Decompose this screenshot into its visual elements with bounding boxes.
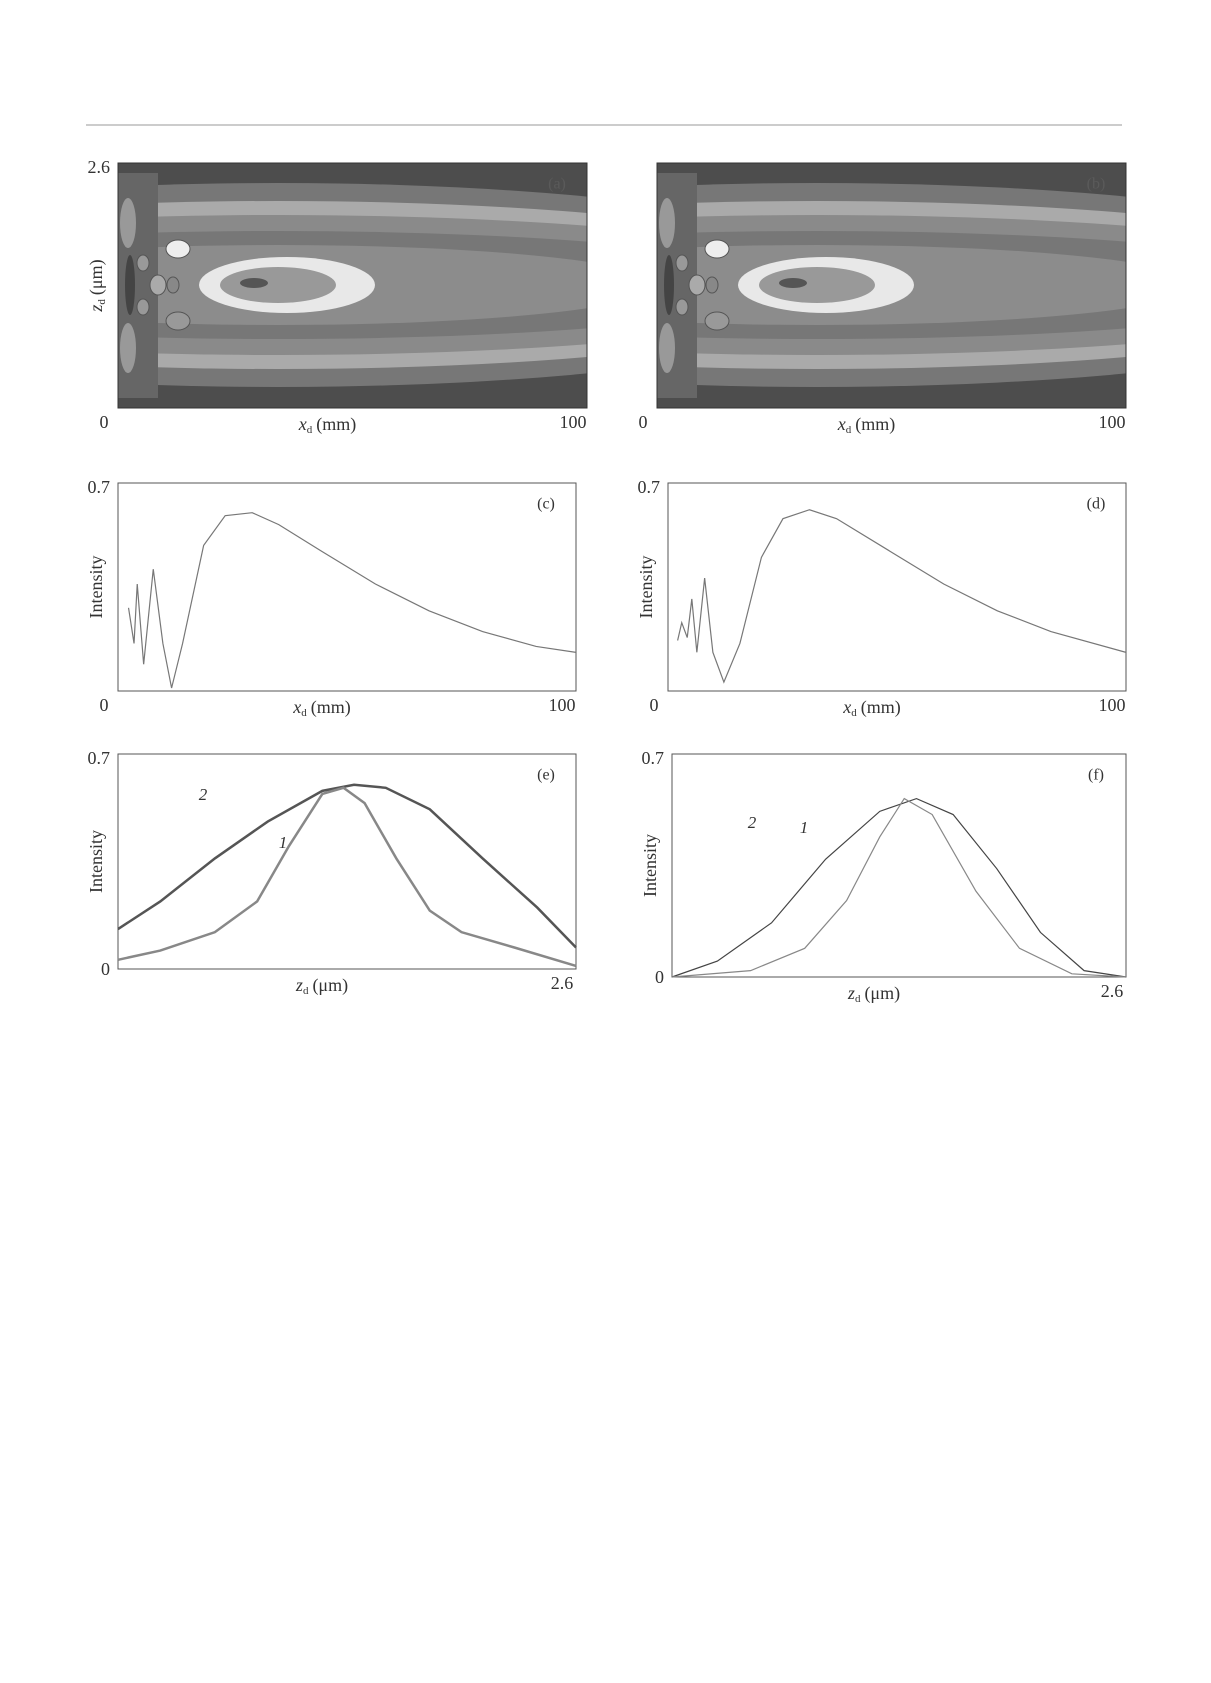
- plot-frame: [117, 753, 577, 970]
- series-label: 2: [199, 785, 208, 804]
- axis-label: Intensity: [86, 830, 106, 893]
- x-tick-label: 0: [100, 412, 109, 432]
- axis-label: zd(μm): [847, 983, 900, 1004]
- axis-label-var: x: [298, 414, 307, 434]
- axis-label-var: z: [86, 305, 106, 313]
- axis-label: xd (mm): [837, 414, 896, 435]
- y-tick-label: 0: [655, 967, 664, 987]
- x-tick-label: 100: [1099, 695, 1126, 715]
- line-series: [117, 786, 577, 968]
- x-tick-label: 0: [100, 695, 109, 715]
- axis-label-unit: (μm): [312, 975, 348, 996]
- y-tick-label: 0.7: [88, 477, 111, 497]
- plot-frame: [117, 482, 577, 692]
- series-label: 2: [748, 813, 757, 832]
- axis-label-var: x: [292, 697, 301, 717]
- plot-frame: [671, 753, 1127, 978]
- axis-label-unit: (mm): [311, 697, 351, 718]
- y-tick-label: 0.7: [638, 477, 661, 497]
- line-series: [117, 783, 577, 949]
- line-series: [127, 512, 577, 689]
- axis-label-sub: d: [855, 993, 861, 1005]
- x-tick-label: 0: [650, 695, 659, 715]
- line-series: [671, 797, 1127, 978]
- axis-label: Intensity: [640, 834, 660, 897]
- axis-label-sub: d: [301, 707, 307, 719]
- x-tick-label: 100: [549, 695, 576, 715]
- y-tick-label: 0.7: [642, 748, 665, 768]
- axis-label-sub: d: [846, 424, 852, 436]
- panel-label: (c): [537, 496, 555, 513]
- axis-label: zd (μm): [86, 259, 107, 312]
- x-tick-label: 100: [1099, 412, 1126, 432]
- axis-label-var: z: [295, 975, 303, 995]
- axis-label: xd (mm): [292, 697, 351, 718]
- y-tick-label: 2.6: [88, 157, 111, 177]
- axis-label-var: z: [847, 983, 855, 1003]
- y-tick-label: 0.7: [88, 748, 111, 768]
- x-tick-label: 2.6: [551, 973, 574, 993]
- y-tick-label: 0: [101, 959, 110, 979]
- panel-label: (d): [1087, 496, 1106, 513]
- x-tick-label: 100: [560, 412, 587, 432]
- panel-label: (a): [548, 176, 566, 193]
- axis-label-unit: (mm): [861, 697, 901, 718]
- axis-label: Intensity: [636, 556, 656, 619]
- x-tick-label: 0: [639, 412, 648, 432]
- axis-label-unit: (μm): [86, 259, 107, 295]
- panel-label: (f): [1088, 767, 1104, 784]
- axis-label-unit: (mm): [855, 414, 895, 435]
- axis-label: Intensity: [86, 556, 106, 619]
- axis-label: xd (mm): [842, 697, 901, 718]
- axis-label: zd(μm): [295, 975, 348, 996]
- axis-label-var: x: [842, 697, 851, 717]
- axis-label-sub: d: [96, 299, 108, 305]
- plot-frame: [667, 482, 1127, 692]
- axis-label-unit: (mm): [316, 414, 356, 435]
- axis-label-sub: d: [851, 707, 857, 719]
- x-tick-label: 2.6: [1101, 981, 1124, 1001]
- axis-label-unit: (μm): [864, 983, 900, 1004]
- series-label: 1: [279, 833, 288, 852]
- axis-label-var: x: [837, 414, 846, 434]
- axis-label-sub: d: [303, 985, 309, 997]
- panel-label: (b): [1087, 176, 1106, 193]
- axis-label: xd (mm): [298, 414, 357, 435]
- line-series: [677, 509, 1127, 684]
- panel-label: (e): [537, 767, 555, 784]
- line-series: [671, 797, 1127, 978]
- series-label: 1: [800, 818, 809, 837]
- axis-label-sub: d: [307, 424, 313, 436]
